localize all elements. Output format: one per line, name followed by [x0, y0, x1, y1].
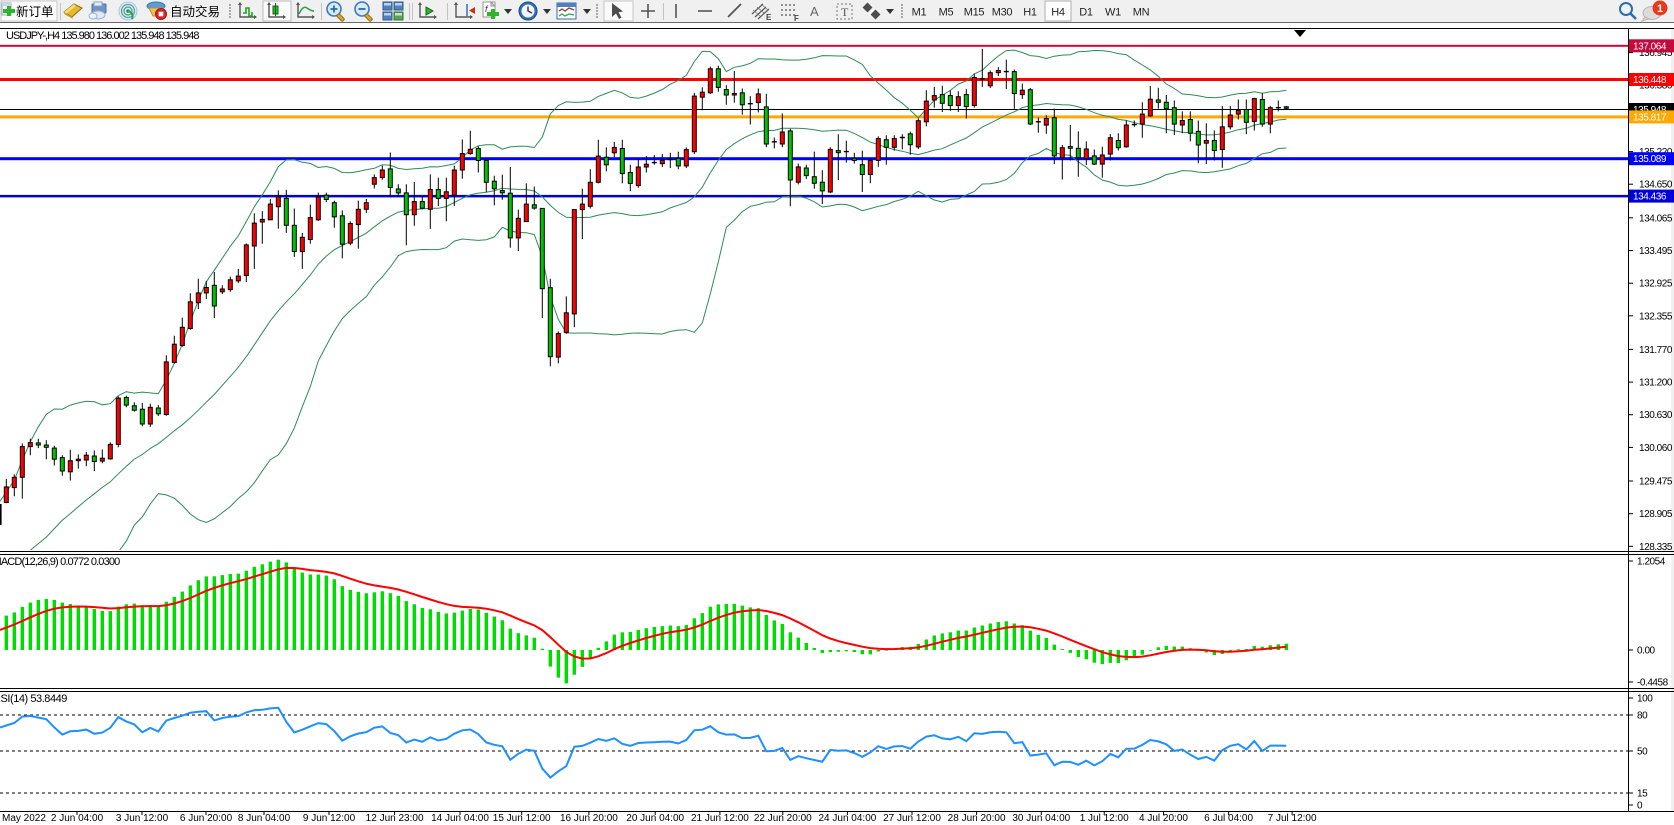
svg-text:0: 0: [1637, 801, 1643, 812]
svg-text:T: T: [841, 5, 849, 19]
svg-text:22 Jun 20:00: 22 Jun 20:00: [754, 813, 812, 824]
svg-text:136.448: 136.448: [1633, 75, 1667, 86]
svg-text:133.495: 133.495: [1639, 246, 1673, 257]
svg-text:50: 50: [1637, 747, 1648, 758]
svg-text:MACD(12,26,9) 0.0772 0.0300: MACD(12,26,9) 0.0772 0.0300: [0, 556, 120, 568]
svg-text:M30: M30: [992, 7, 1013, 19]
svg-text:6 Jun 20:00: 6 Jun 20:00: [180, 813, 233, 824]
svg-text:129.475: 129.475: [1639, 477, 1673, 488]
svg-text:30 Jun 04:00: 30 Jun 04:00: [1012, 813, 1070, 824]
svg-text:May 2022: May 2022: [2, 813, 46, 824]
svg-text:134.436: 134.436: [1633, 192, 1667, 203]
svg-text:20 Jun 04:00: 20 Jun 04:00: [626, 813, 684, 824]
svg-text:RSI(14) 53.8449: RSI(14) 53.8449: [0, 693, 67, 705]
svg-text:14 Jun 04:00: 14 Jun 04:00: [431, 813, 489, 824]
svg-text:100: 100: [1637, 694, 1653, 705]
svg-text:15 Jun 12:00: 15 Jun 12:00: [493, 813, 551, 824]
svg-text:0.00: 0.00: [1637, 646, 1656, 657]
svg-text:6 Jul 04:00: 6 Jul 04:00: [1204, 813, 1253, 824]
svg-text:USDJPY-,H4 135.980 136.002 13: USDJPY-,H4 135.980 136.002 135.948 135.9…: [6, 30, 199, 42]
svg-text:MN: MN: [1133, 7, 1150, 19]
svg-text:132.925: 132.925: [1639, 279, 1673, 290]
svg-text:F: F: [794, 14, 799, 23]
svg-text:M15: M15: [964, 7, 985, 19]
svg-text:131.200: 131.200: [1639, 378, 1673, 389]
svg-text:D1: D1: [1079, 7, 1093, 19]
svg-text:A: A: [810, 4, 819, 19]
svg-text:1.2054: 1.2054: [1637, 557, 1666, 568]
svg-text:28 Jun 20:00: 28 Jun 20:00: [948, 813, 1006, 824]
svg-text:134.065: 134.065: [1639, 213, 1673, 224]
svg-text:134.650: 134.650: [1639, 180, 1673, 191]
svg-text:9 Jun 12:00: 9 Jun 12:00: [303, 813, 356, 824]
svg-text:新订单: 新订单: [16, 4, 54, 19]
svg-text:3 Jun 12:00: 3 Jun 12:00: [116, 813, 169, 824]
svg-text:27 Jun 12:00: 27 Jun 12:00: [883, 813, 941, 824]
svg-text:135.817: 135.817: [1633, 112, 1667, 123]
svg-text:M1: M1: [912, 7, 927, 19]
svg-text:自动交易: 自动交易: [170, 4, 220, 19]
svg-text:2 Jun 04:00: 2 Jun 04:00: [51, 813, 104, 824]
svg-text:15: 15: [1637, 789, 1648, 800]
svg-text:128.335: 128.335: [1639, 542, 1673, 553]
svg-text:1: 1: [1657, 3, 1663, 15]
svg-text:4 Jul 20:00: 4 Jul 20:00: [1139, 813, 1188, 824]
svg-text:H1: H1: [1023, 7, 1037, 19]
svg-text:8 Jun 04:00: 8 Jun 04:00: [238, 813, 291, 824]
svg-text:21 Jun 12:00: 21 Jun 12:00: [691, 813, 749, 824]
svg-text:W1: W1: [1105, 7, 1121, 19]
svg-text:16 Jun 20:00: 16 Jun 20:00: [560, 813, 618, 824]
svg-text:128.905: 128.905: [1639, 509, 1673, 520]
svg-text:M5: M5: [939, 7, 954, 19]
svg-text:24 Jun 04:00: 24 Jun 04:00: [818, 813, 876, 824]
svg-text:131.770: 131.770: [1639, 345, 1673, 356]
svg-text:E: E: [766, 13, 772, 22]
svg-text:136.945: 136.945: [1639, 48, 1673, 59]
svg-text:7 Jul 12:00: 7 Jul 12:00: [1268, 813, 1317, 824]
svg-text:1 Jul 12:00: 1 Jul 12:00: [1080, 813, 1129, 824]
svg-text:130.060: 130.060: [1639, 443, 1673, 454]
svg-text:137.064: 137.064: [1633, 41, 1667, 52]
svg-text:-0.4458: -0.4458: [1637, 678, 1669, 689]
svg-text:f: f: [485, 4, 489, 14]
svg-text:132.355: 132.355: [1639, 311, 1673, 322]
svg-text:12 Jun 23:00: 12 Jun 23:00: [366, 813, 424, 824]
svg-text:135.089: 135.089: [1633, 154, 1667, 165]
svg-text:80: 80: [1637, 711, 1648, 722]
svg-text:130.630: 130.630: [1639, 410, 1673, 421]
svg-text:H4: H4: [1051, 7, 1065, 19]
